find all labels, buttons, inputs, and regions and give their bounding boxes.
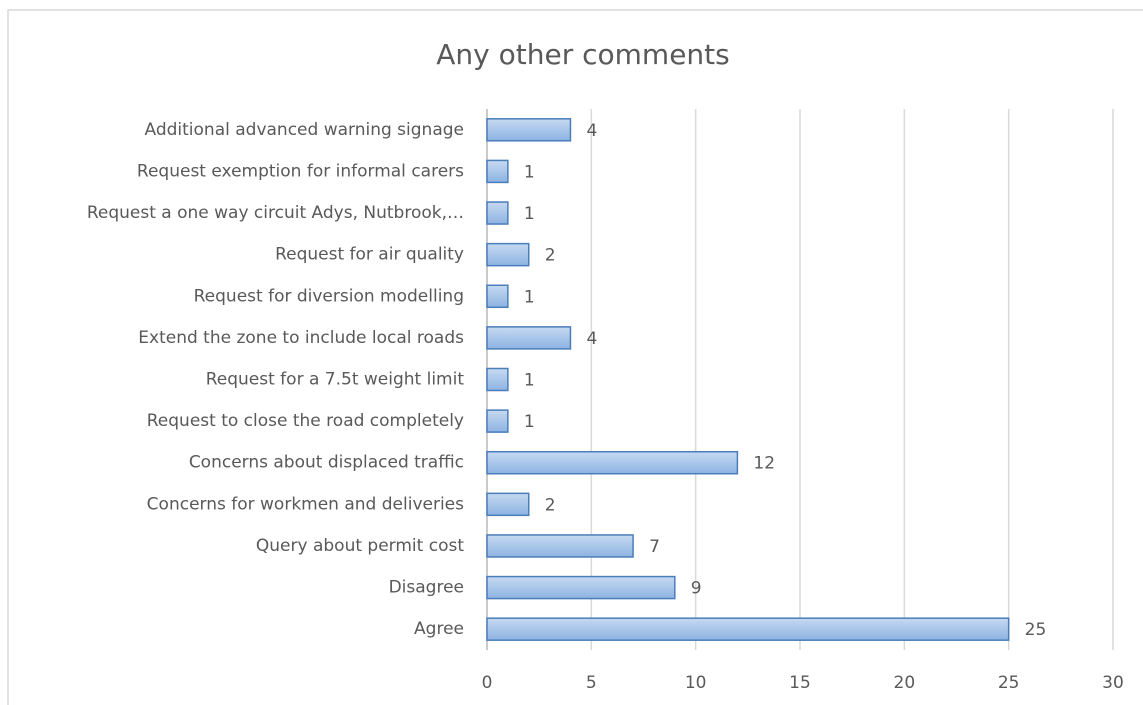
category-label: Request for diversion modelling [194, 286, 464, 306]
value-label: 1 [524, 287, 535, 307]
value-label: 4 [586, 329, 597, 349]
bar [486, 242, 530, 267]
bar [486, 326, 572, 350]
bar [486, 118, 572, 142]
category-label: Query about permit cost [256, 536, 464, 556]
category-label: Disagree [389, 578, 464, 598]
value-label: 7 [649, 537, 660, 557]
x-tick-label: 20 [894, 673, 916, 693]
category-label: Concerns about displaced traffic [189, 453, 464, 473]
category-label: Request for a 7.5t weight limit [206, 370, 465, 390]
value-label: 1 [524, 162, 535, 182]
x-tick-label: 25 [998, 673, 1020, 693]
bar [486, 575, 676, 600]
x-tick-label: 30 [1102, 673, 1124, 693]
category-label: Request exemption for informal carers [137, 161, 464, 181]
bar [486, 367, 509, 392]
x-tick-label: 0 [482, 673, 493, 693]
bar [486, 617, 1010, 641]
bar [486, 201, 509, 225]
value-label: 2 [545, 495, 556, 515]
x-tick-label: 10 [685, 673, 707, 693]
bar [486, 284, 509, 309]
x-tick-label: 5 [586, 673, 597, 693]
category-label: Additional advanced warning signage [145, 120, 465, 140]
chart-frame [7, 9, 1143, 705]
value-label: 1 [524, 371, 535, 391]
category-label: Extend the zone to include local roads [138, 328, 464, 348]
bar [486, 534, 634, 558]
value-label: 1 [524, 204, 535, 224]
bar [486, 409, 509, 433]
value-label: 4 [586, 121, 597, 141]
category-label: Request for air quality [275, 245, 464, 265]
bar [486, 159, 509, 184]
x-tick-label: 15 [789, 673, 811, 693]
value-label: 9 [691, 579, 702, 599]
category-label: Request a one way circuit Adys, Nutbrook… [87, 203, 464, 223]
value-label: 1 [524, 412, 535, 432]
category-label: Agree [414, 619, 464, 639]
category-label: Request to close the road completely [147, 411, 464, 431]
chart-title: Any other comments [436, 38, 729, 71]
value-label: 2 [545, 246, 556, 266]
value-label: 12 [753, 454, 775, 474]
bar [486, 450, 739, 475]
category-label: Concerns for workmen and deliveries [147, 494, 464, 514]
value-label: 25 [1025, 620, 1047, 640]
bar [486, 492, 530, 517]
